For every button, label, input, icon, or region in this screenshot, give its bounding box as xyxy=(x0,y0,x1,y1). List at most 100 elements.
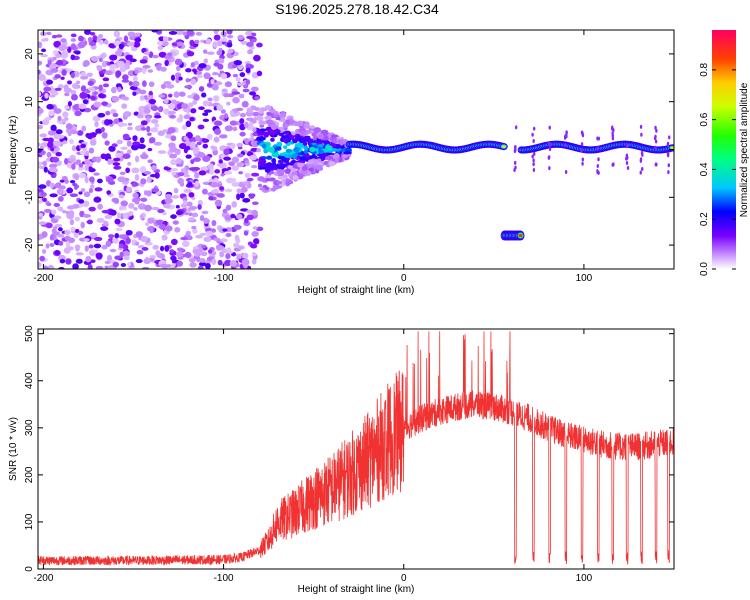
spectrogram-cell-1193 xyxy=(251,164,258,169)
spectrogram-cell-2580 xyxy=(548,141,551,146)
spectrogram-cell-1907 xyxy=(276,168,284,175)
spectrogram-cell-1054 xyxy=(231,156,240,164)
spectrogram-cell-1293 xyxy=(85,133,91,138)
spectrogram-cell-751 xyxy=(114,50,123,57)
spectrogram-cell-973 xyxy=(239,72,246,78)
spectrogram-cell-868 xyxy=(170,214,177,219)
spectrogram-cell-1361 xyxy=(74,51,81,55)
spectrogram-cell-834 xyxy=(146,95,154,100)
spectrogram-cell-1362 xyxy=(48,167,58,173)
spectrogram-cell-738 xyxy=(89,31,96,36)
spectrogram-cell-842 xyxy=(226,247,232,254)
spectrogram-cell-1202 xyxy=(190,62,195,68)
spectrogram-cell-1800 xyxy=(285,178,290,183)
spectrogram-cell-2680 xyxy=(518,234,523,238)
spectrogram-cell-1315 xyxy=(137,113,144,119)
spectrogram-cell-667 xyxy=(246,151,254,157)
spectrogram-cell-169 xyxy=(59,179,65,183)
spectrogram-cell-729 xyxy=(167,103,176,110)
spectrogram-cell-825 xyxy=(220,109,227,114)
spectrogram-cell-441 xyxy=(184,85,193,89)
spectrogram-cell-895 xyxy=(240,208,249,212)
spectrogram-cell-761 xyxy=(246,177,254,182)
spectrogram-cell-637 xyxy=(119,205,124,211)
spectrogram-cell-1028 xyxy=(213,95,220,102)
spectrogram-cell-264 xyxy=(204,262,211,269)
spectrogram-cell-646 xyxy=(104,265,109,269)
spectrogram-y-tick-label-2: 0 xyxy=(24,146,35,152)
spectrogram-cell-1388 xyxy=(49,63,57,68)
spectrogram-cell-460 xyxy=(92,35,98,42)
spectrogram-cell-1356 xyxy=(160,66,167,72)
spectrogram-cell-201 xyxy=(216,40,223,47)
spectrogram-cell-1091 xyxy=(61,175,68,181)
spectrogram-cell-1296 xyxy=(180,168,187,173)
spectrogram-cell-915 xyxy=(96,35,102,43)
spectrogram-cell-1150 xyxy=(118,194,125,199)
spectrogram-cell-1130 xyxy=(250,243,258,249)
spectrogram-cell-964 xyxy=(238,171,243,175)
spectrogram-cell-1207 xyxy=(120,200,128,207)
spectrogram-cell-2601 xyxy=(596,164,600,169)
spectrogram-cell-615 xyxy=(45,243,50,249)
spectrogram-cell-861 xyxy=(120,146,128,150)
spectrogram-cell-1761 xyxy=(297,161,305,168)
spectrogram-cell-228 xyxy=(141,266,150,269)
spectrogram-cell-1029 xyxy=(184,251,192,259)
spectrogram-cell-486 xyxy=(74,110,82,117)
spectrogram-cell-871 xyxy=(248,121,254,129)
spectrogram-cell-1221 xyxy=(84,158,91,166)
spectrogram-cell-1916 xyxy=(283,130,291,135)
spectrogram-cell-1186 xyxy=(137,143,146,149)
spectrogram-cell-780 xyxy=(84,245,89,252)
spectrogram-cell-1384 xyxy=(43,37,49,42)
spectrogram-cell-420 xyxy=(239,112,247,118)
spectrogram-y-axis-label: Frequency (Hz) xyxy=(8,116,19,185)
spectrogram-cell-815 xyxy=(244,137,249,145)
spectrogram-cell-1371 xyxy=(50,68,59,73)
spectrogram-cell-698 xyxy=(38,107,44,114)
spectrogram-cell-1888 xyxy=(333,152,340,160)
spectrogram-cell-1330 xyxy=(175,157,183,164)
spectrogram-cell-512 xyxy=(57,227,63,232)
spectrogram-cell-1320 xyxy=(175,251,184,258)
spectrogram-x-tick-label-0: -200 xyxy=(33,273,53,284)
spectrogram-cell-1205 xyxy=(78,163,84,168)
spectrogram-cell-1376 xyxy=(79,92,88,99)
spectrogram-cell-771 xyxy=(191,225,197,230)
spectrogram-cell-888 xyxy=(188,167,197,171)
spectrogram-cell-1760 xyxy=(259,187,266,191)
spectrogram-cell-794 xyxy=(134,37,142,43)
spectrogram-cell-2627 xyxy=(640,132,643,137)
spectrogram-cell-1586 xyxy=(257,110,264,114)
spectrogram-cell-80 xyxy=(211,72,219,76)
spectrogram-cell-1319 xyxy=(252,127,257,133)
spectrogram-cell-981 xyxy=(67,101,72,107)
spectrogram-cell-1311 xyxy=(43,86,52,92)
spectrogram-cell-951 xyxy=(202,143,209,149)
spectrogram-cell-820 xyxy=(74,216,81,222)
spectrogram-cell-2639 xyxy=(667,163,670,168)
spectrogram-cell-530 xyxy=(84,176,89,184)
spectrogram-cell-1143 xyxy=(122,205,127,211)
spectrogram-cell-972 xyxy=(202,155,211,162)
spectrogram-cell-2583 xyxy=(564,170,568,175)
spectrogram-cell-257 xyxy=(200,166,209,171)
spectrogram-cell-756 xyxy=(125,229,133,236)
spectrogram-cell-686 xyxy=(105,110,111,116)
spectrogram-cell-557 xyxy=(140,197,148,202)
spectrogram-cell-650 xyxy=(188,217,195,222)
spectrogram-cell-971 xyxy=(78,172,87,179)
colorbar-label: Normalized spectral amplitude xyxy=(739,82,750,217)
spectrogram-cell-133 xyxy=(60,76,65,80)
spectrogram-cell-858 xyxy=(38,184,47,189)
spectrogram-cell-1383 xyxy=(251,230,259,237)
spectrogram-cell-1037 xyxy=(236,142,243,148)
spectrogram-cell-682 xyxy=(89,259,96,264)
spectrogram-cell-89 xyxy=(176,65,181,72)
spectrogram-cell-1140 xyxy=(178,76,183,81)
spectrogram-cell-1258 xyxy=(223,148,230,156)
spectrogram-cell-886 xyxy=(253,238,260,245)
spectrogram-cell-2565 xyxy=(532,162,535,167)
spectrogram-cell-346 xyxy=(93,172,100,176)
